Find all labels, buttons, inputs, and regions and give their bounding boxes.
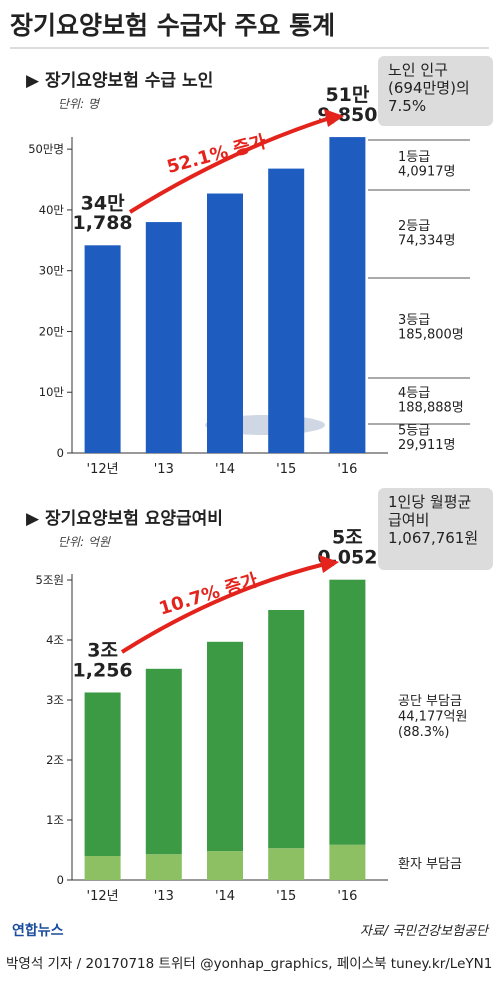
bar-segment <box>145 854 182 880</box>
y-tick-label: 50만명 <box>28 142 64 156</box>
unit-label: 단위: 명 <box>58 97 101 111</box>
y-tick-label: 0 <box>57 446 64 460</box>
breakdown-label: 3등급 185,800명 <box>398 313 464 342</box>
bar <box>145 222 182 453</box>
series-label: 공단 부담금 44,177억원 (88.3%) <box>398 694 467 740</box>
bar-segment <box>84 692 121 856</box>
y-tick-label: 4조 <box>46 633 64 647</box>
breakdown-label: 5등급 29,911명 <box>398 424 455 453</box>
series-label: 환자 부담금 <box>398 857 462 872</box>
breakdown-label: 4등급 188,888명 <box>398 386 464 415</box>
callout-box <box>378 488 493 570</box>
y-tick-label: 5조원 <box>36 573 64 587</box>
bar-segment <box>268 610 305 849</box>
value-label: 34만 1,788 <box>73 192 133 234</box>
y-tick-label: 20만 <box>39 324 65 338</box>
breakdown-label: 1등급 4,0917명 <box>398 150 455 179</box>
x-tick-label: '12년 <box>87 889 119 904</box>
y-tick-label: 0 <box>57 873 64 887</box>
value-label: 3조 1,256 <box>73 639 133 681</box>
x-tick-label: '15 <box>276 889 296 904</box>
logo: 연합뉴스 <box>12 922 64 939</box>
arrow-head <box>319 555 339 573</box>
callout-box <box>378 56 493 126</box>
bar <box>207 193 243 453</box>
y-tick-label: 10만 <box>39 385 65 399</box>
chart-title: ▶ 장기요양보험 요양급여비 <box>26 508 223 529</box>
arrow-head <box>324 109 344 127</box>
bar <box>329 137 366 453</box>
byline: 박영석 기자 / 20170718 트위터 @yonhap_graphics, … <box>6 956 492 972</box>
chart-title: ▶ 장기요양보험 수급 노인 <box>26 70 213 91</box>
bar-segment <box>145 668 182 855</box>
x-tick-label: '13 <box>154 462 174 477</box>
y-tick-label: 2조 <box>46 753 64 767</box>
bar-segment <box>329 579 366 845</box>
x-tick-label: '14 <box>215 889 235 904</box>
x-tick-label: '15 <box>276 462 296 477</box>
x-tick-label: '12년 <box>87 462 119 477</box>
bar-segment <box>84 856 121 880</box>
bar-segment <box>207 851 243 880</box>
breakdown-label: 2등급 74,334명 <box>398 219 455 248</box>
x-tick-label: '16 <box>337 462 357 477</box>
y-tick-label: 1조 <box>46 813 64 827</box>
y-tick-label: 40만 <box>39 203 65 217</box>
callout: 1인당 월평균 급여비 1,067,761원 <box>388 493 478 547</box>
growth-arrow <box>128 116 331 214</box>
title: 장기요양보험 수급자 주요 통계 <box>10 11 335 40</box>
bar-segment <box>268 848 305 880</box>
x-tick-label: '13 <box>154 889 174 904</box>
growth-arrow <box>120 562 326 654</box>
bar <box>84 245 121 453</box>
callout: 노인 인구 (694만명)의 7.5% <box>388 61 470 115</box>
bar <box>268 168 305 453</box>
x-tick-label: '14 <box>215 462 235 477</box>
bar-segment <box>207 641 243 852</box>
y-tick-label: 3조 <box>46 693 64 707</box>
x-tick-label: '16 <box>337 889 357 904</box>
unit-label: 단위: 억원 <box>58 535 111 549</box>
bar-segment <box>329 844 366 880</box>
y-tick-label: 30만 <box>39 264 65 278</box>
source: 자료/ 국민건강보험공단 <box>360 924 490 939</box>
